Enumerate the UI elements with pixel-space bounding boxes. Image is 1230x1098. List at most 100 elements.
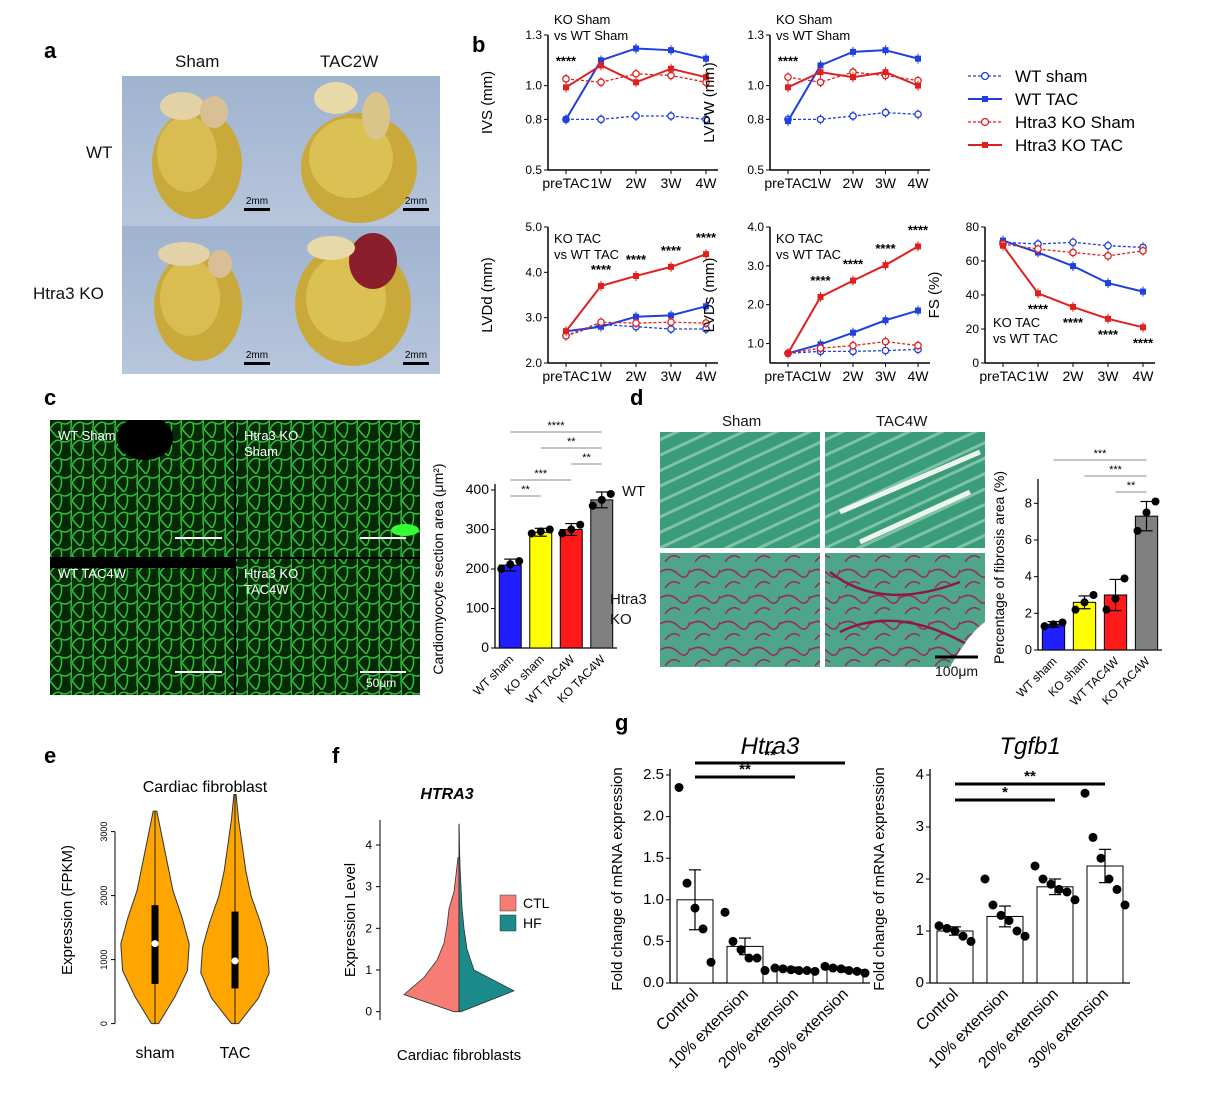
data-point (778, 964, 788, 974)
data-point (633, 45, 639, 52)
data-point (950, 926, 960, 936)
y-tick-label: 1.0 (747, 79, 764, 93)
data-point (728, 936, 738, 946)
data-point (1004, 916, 1014, 926)
data-point (632, 112, 640, 120)
data-point (1111, 594, 1120, 603)
data-point (703, 55, 709, 62)
significance-stars: *** (1094, 448, 1108, 460)
significance-stars: ** (1127, 480, 1136, 492)
data-point (988, 900, 998, 910)
y-tick-label: 0.8 (747, 112, 764, 126)
bar (529, 531, 553, 649)
data-point (785, 118, 791, 125)
data-point (703, 74, 709, 81)
data-point (1133, 526, 1142, 535)
y-tick-label: 0 (99, 1021, 109, 1026)
data-point (915, 55, 921, 62)
y-tick-label: 1000 (99, 950, 109, 970)
data-point (1062, 887, 1072, 897)
significance-stars: **** (1028, 301, 1049, 316)
chart-title: Htra3 (741, 733, 800, 760)
y-tick-label: 2.5 (643, 766, 664, 783)
data-point (1012, 926, 1022, 936)
legend-entry: CTL (523, 895, 550, 911)
significance-stars: **** (547, 420, 565, 432)
y-tick-label: 2 (365, 921, 372, 935)
y-tick-label: 1.3 (747, 28, 764, 42)
series-line (787, 49, 919, 122)
y-tick-label: 4.0 (747, 220, 764, 234)
data-point (597, 115, 605, 124)
data-point (785, 84, 791, 91)
data-point (744, 953, 754, 963)
data-point (802, 966, 812, 976)
significance-stars: **** (626, 252, 647, 267)
significance-stars: **** (696, 230, 717, 245)
row-label-ko-d: Htra3 KO (610, 591, 647, 628)
data-point (1104, 241, 1112, 250)
bar (559, 529, 583, 649)
violin-half-ctl (403, 857, 460, 1013)
y-axis-label: Percentage of fibrosis area (%) (991, 471, 1007, 664)
y-tick-label: 40 (966, 288, 980, 302)
y-axis-label: Fold change of mRNA expression (609, 767, 626, 990)
scale-bar-label: 2mm (246, 350, 268, 361)
x-tick-label: 2W (843, 368, 865, 384)
data-point (1140, 288, 1146, 295)
data-point (536, 527, 545, 536)
data-point (816, 115, 825, 124)
chart-title: Cardiac fibroblast (143, 779, 268, 796)
col-label-tac4w: TAC4W (876, 413, 928, 430)
data-point (1069, 238, 1077, 247)
data-point (1142, 508, 1151, 517)
micrograph-grid-c (50, 420, 420, 695)
data-point (817, 69, 824, 76)
data-point (668, 47, 674, 54)
micro-label-ko-tac4w: Htra3 KO TAC4W (244, 566, 299, 597)
y-tick-label: 200 (466, 560, 490, 576)
data-point (882, 47, 889, 54)
y-tick-label: 1.5 (643, 849, 664, 866)
x-tick-label: 1W (591, 368, 613, 384)
data-point (567, 525, 576, 534)
panel-label-f: f (332, 743, 340, 768)
y-axis-label: Cardiomyocyte section area (μm²) (430, 463, 446, 674)
chart-htra3-mrna: 0.0 0.5 1.0 1.5 2.0 2.5 Fold change of mRNA ex… (609, 733, 870, 1072)
col-label-tac2w: TAC2W (320, 52, 379, 71)
data-point (563, 84, 569, 91)
legend-entry: Htra3 KO Sham (1015, 113, 1135, 132)
data-point (1104, 252, 1112, 260)
heart-photo-ko-tac2w: 2mm (281, 226, 440, 374)
x-tick-label: 2W (843, 175, 865, 191)
violin-median (231, 957, 239, 965)
y-tick-label: 4 (365, 838, 372, 852)
data-point (736, 945, 746, 955)
x-tick-label: Control (653, 986, 701, 1034)
significance-stars: ** (764, 747, 776, 764)
data-point (1040, 622, 1049, 631)
y-tick-label: 3.0 (525, 311, 542, 325)
legend-swatch (499, 894, 517, 912)
x-tick-label: 3W (875, 175, 897, 191)
y-tick-label: 2 (916, 870, 924, 887)
scale-bar-label: 2mm (405, 196, 427, 207)
x-tick-label: preTAC (764, 175, 811, 191)
data-point (720, 907, 730, 917)
y-tick-label: 0 (481, 639, 489, 655)
data-point (1089, 591, 1098, 599)
x-tick-label: 1W (591, 175, 613, 191)
annotation-text: vs WT Sham (776, 28, 850, 43)
data-point (836, 964, 846, 974)
data-point (828, 963, 838, 973)
data-point (914, 110, 922, 119)
data-point (784, 73, 792, 82)
histology-grid-d (660, 432, 985, 667)
data-point (597, 318, 605, 327)
data-point (881, 346, 890, 355)
panel-label-d: d (630, 385, 644, 410)
chart-lvdd: 2.0 3.0 4.0 5.0 preTAC 1W 2W 3W 4W LVDd (mm) KO TA… (479, 220, 718, 384)
y-tick-label: 0.5 (747, 163, 764, 177)
data-point (915, 307, 921, 314)
